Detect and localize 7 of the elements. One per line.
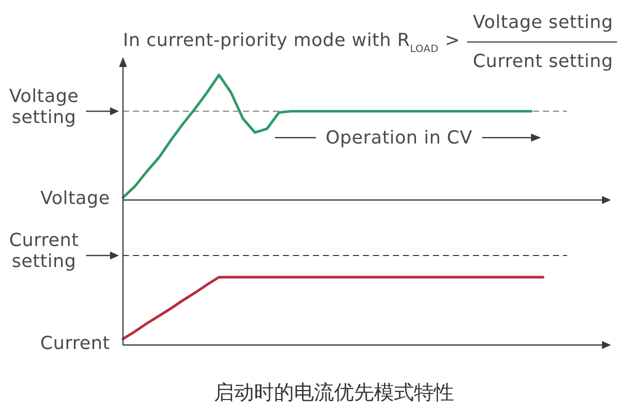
- chart-title: In current-priority mode with R$_{LOAD}$ > Voltage setting Current setting: [123, 12, 614, 72]
- ref-line-label: Voltage setting: [9, 86, 79, 128]
- y-axis-title: Current: [40, 333, 110, 354]
- ref-line-label: Current setting: [9, 230, 79, 272]
- annotation: Operation in CV: [326, 128, 473, 149]
- text: 启动时的电流优先模式特性: [214, 382, 454, 404]
- y-axis-title: Voltage: [40, 188, 110, 209]
